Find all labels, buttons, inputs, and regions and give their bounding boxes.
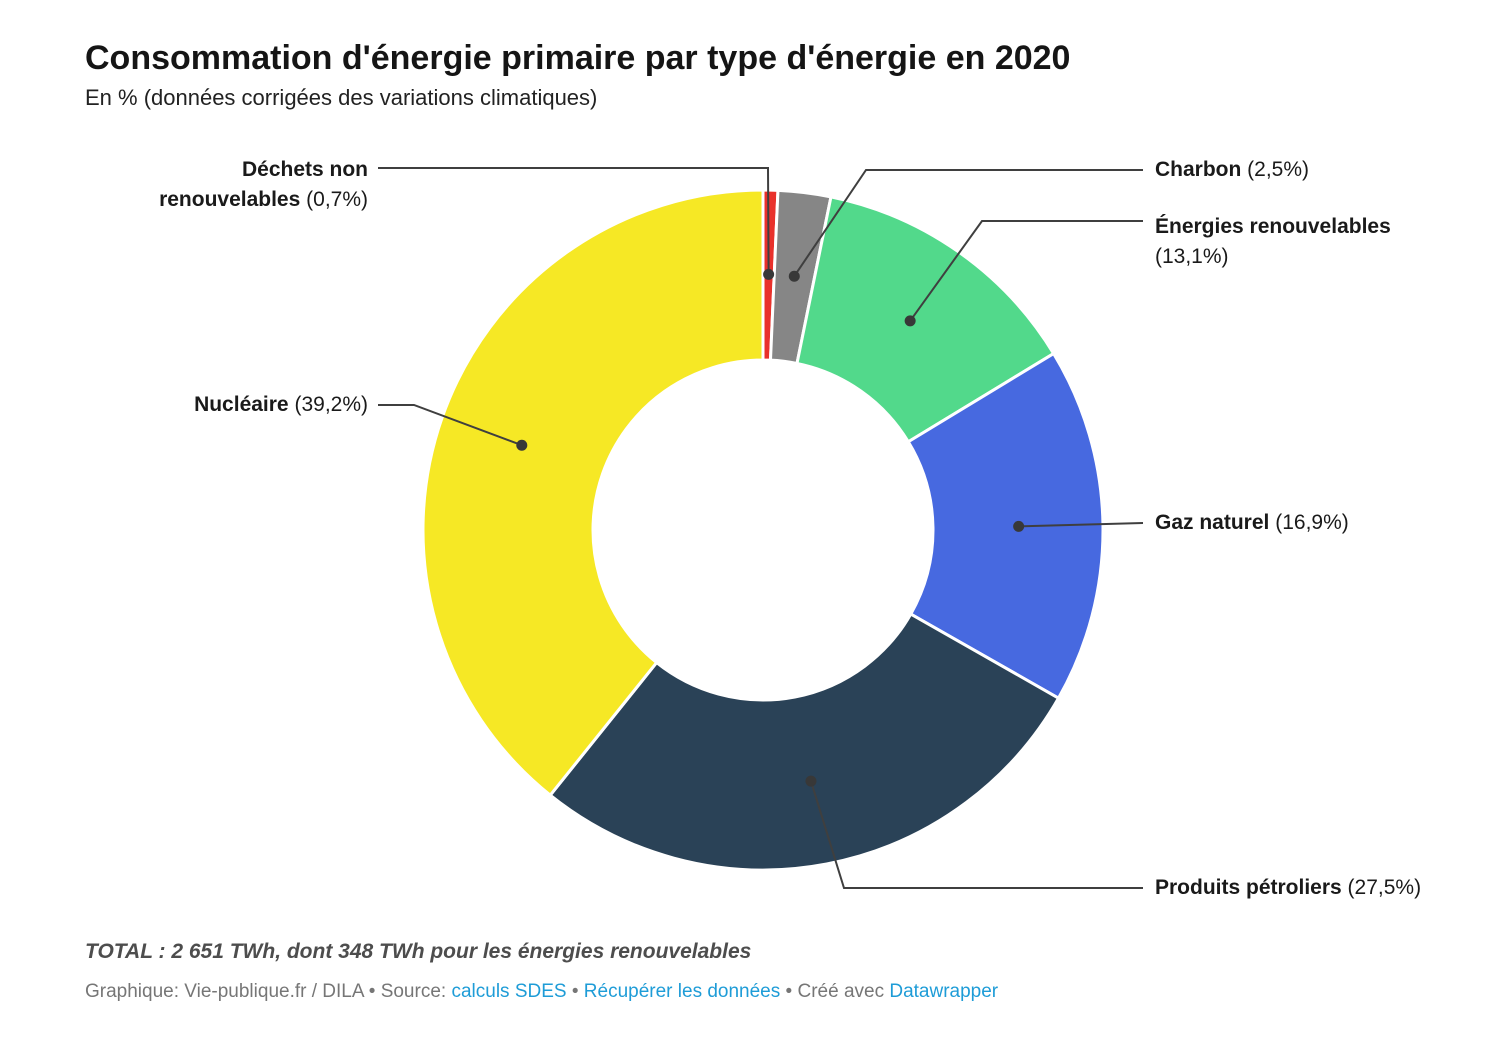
label-produits-pct: (27,5%) (1347, 876, 1422, 899)
connector-energies-renouvelables (909, 220, 1143, 322)
connector-nucleaire (378, 404, 523, 447)
slice-nucleaire[interactable] (421, 188, 765, 797)
byline-separator: • (566, 981, 584, 1002)
connector-dot-produits-petroliers (805, 775, 817, 787)
label-produits-name: Produits pétroliers (1155, 876, 1342, 899)
byline-separator: • (780, 981, 798, 1002)
connector-dot-gaz-naturel (1013, 520, 1025, 532)
label-gaz-name: Gaz naturel (1155, 511, 1270, 534)
label-dechets-line2: renouvelables (159, 188, 301, 211)
source-link[interactable]: calculs SDES (451, 981, 567, 1002)
label-nucleaire-name: Nucléaire (194, 393, 289, 416)
label-dechets-non-renouvelables: Déchets non renouvelables (0,7%) (159, 155, 368, 215)
page-title: Consommation d'énergie primaire par type… (85, 38, 1071, 77)
connector-dechets-non-renouvelables (378, 167, 770, 275)
label-charbon: Charbon (2,5%) (1155, 155, 1309, 185)
connector-dot-energies-renouvelables (904, 315, 916, 327)
connector-dot-dechets-non-renouvelables (763, 268, 775, 280)
connector-gaz-naturel (1018, 522, 1144, 528)
byline: Graphique: Vie-publique.fr / DILA • Sour… (85, 981, 998, 1003)
slice-energies-renouvelables[interactable] (795, 195, 1056, 444)
connector-dot-charbon (788, 270, 800, 282)
connector-charbon (793, 169, 1143, 277)
label-energies-name: Énergies renouvelables (1155, 215, 1391, 238)
label-energies-pct: (13,1%) (1155, 245, 1229, 268)
label-nucleaire-pct: (39,2%) (294, 393, 368, 416)
connector-produits-petroliers (810, 780, 1143, 889)
slice-produits-petroliers[interactable] (548, 612, 1061, 872)
total-annotation: TOTAL : 2 651 TWh, dont 348 TWh pour les… (85, 940, 752, 963)
label-nucleaire: Nucléaire (39,2%) (194, 390, 368, 420)
label-dechets-pct: (0,7%) (306, 188, 368, 211)
label-gaz-pct: (16,9%) (1275, 511, 1349, 534)
label-charbon-pct: (2,5%) (1247, 158, 1310, 181)
datawrapper-link[interactable]: Datawrapper (889, 981, 999, 1002)
label-energies-renouvelables: Énergies renouvelables (13,1%) (1155, 212, 1391, 272)
connector-dot-nucleaire (516, 439, 528, 451)
created-with-text: Créé avec (797, 981, 890, 1002)
slice-gaz-naturel[interactable] (906, 352, 1105, 700)
label-produits-petroliers: Produits pétroliers (27,5%) (1155, 873, 1421, 903)
label-dechets-line1: Déchets non (241, 158, 368, 181)
label-charbon-name: Charbon (1155, 158, 1242, 181)
label-gaz-naturel: Gaz naturel (16,9%) (1155, 508, 1349, 538)
get-data-link[interactable]: Récupérer les données (583, 981, 781, 1002)
byline-prefix: Graphique: Vie-publique.fr / DILA • Sour… (85, 981, 452, 1002)
page-subtitle: En % (données corrigées des variations c… (85, 85, 598, 110)
